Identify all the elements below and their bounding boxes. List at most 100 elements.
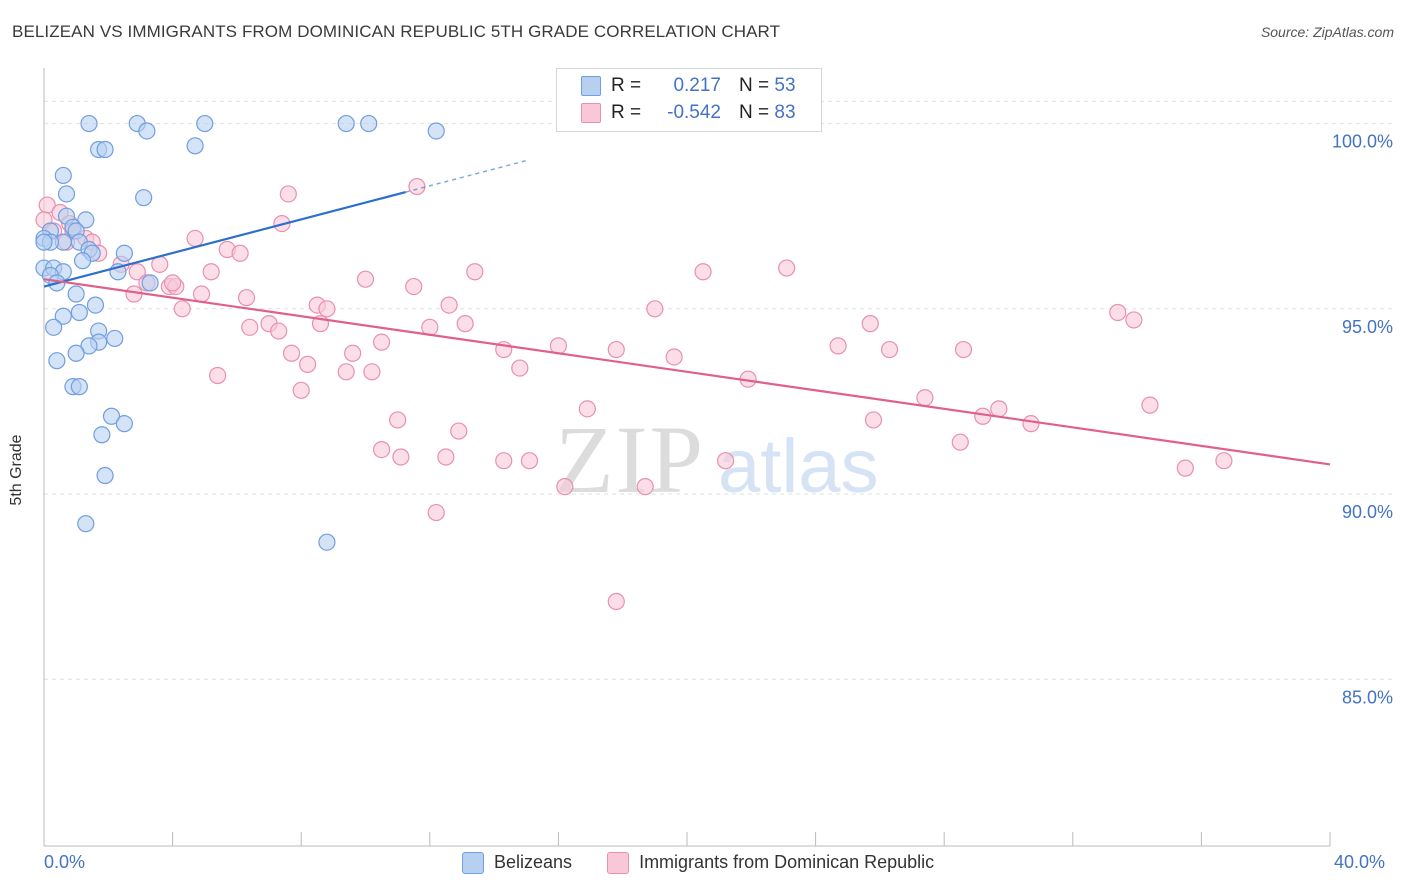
- immigrants-point: [372, 440, 391, 459]
- immigrants-point: [694, 263, 712, 281]
- belizeans-point: [80, 114, 98, 133]
- immigrants-point: [495, 452, 513, 470]
- immigrants-point: [951, 433, 969, 451]
- belizeans-point: [86, 296, 105, 314]
- immigrants-point: [363, 363, 381, 381]
- belizeans-point: [67, 285, 85, 303]
- x-tick-label-max: 40.0%: [1334, 852, 1386, 872]
- immigrants-point: [282, 344, 301, 362]
- belizeans-point: [186, 137, 204, 155]
- immigrants-point: [389, 411, 407, 429]
- watermark-atlas: atlas: [718, 424, 879, 509]
- immigrants-point: [665, 348, 683, 366]
- legend-n-value: 53: [774, 75, 796, 96]
- watermark: ZIP atlas: [555, 406, 879, 513]
- belizeans-point: [77, 515, 95, 533]
- legend-r-value: 0.217: [673, 75, 721, 96]
- immigrants-point: [337, 363, 355, 381]
- belizeans-point: [96, 466, 114, 485]
- immigrants-point: [292, 381, 310, 399]
- immigrants-point: [270, 322, 288, 340]
- legend-label-immigrants: Immigrants from Dominican Republic: [639, 852, 935, 873]
- immigrants-point: [954, 340, 973, 359]
- immigrants-point: [450, 422, 468, 440]
- belizeans-point: [45, 318, 63, 336]
- immigrants-point: [829, 337, 847, 355]
- grid-layer: [44, 100, 1394, 680]
- immigrants-point: [636, 478, 654, 496]
- chart-title: BELIZEAN VS IMMIGRANTS FROM DOMINICAN RE…: [12, 22, 781, 41]
- immigrants-point: [128, 263, 146, 281]
- immigrants-point: [440, 296, 458, 314]
- immigrants-point: [607, 340, 625, 359]
- legend-swatch-blue: [581, 75, 601, 96]
- immigrants-point: [456, 315, 474, 333]
- immigrants-point: [318, 300, 336, 318]
- legend-swatch-blue: [462, 852, 484, 875]
- immigrants-point: [607, 592, 625, 611]
- y-tick-label: 100.0%: [1332, 132, 1393, 152]
- immigrants-point: [578, 400, 596, 418]
- legend-row-belizeans: R = 0.217 N = 53: [581, 75, 796, 99]
- immigrants-point: [344, 344, 362, 362]
- immigrants-point: [778, 259, 796, 277]
- legend-swatch-pink: [607, 852, 630, 875]
- belizeans-point: [337, 114, 355, 133]
- belizeans-point: [196, 114, 214, 133]
- immigrants-point: [241, 318, 259, 336]
- trend-lines: [43, 159, 1331, 466]
- immigrants-point: [237, 289, 256, 307]
- legend-n-value: 83: [774, 102, 796, 123]
- immigrants-point: [186, 229, 204, 248]
- immigrants-point: [372, 333, 391, 351]
- x-tick-layer: [43, 832, 1331, 846]
- legend-r-label: R =: [611, 75, 642, 96]
- belizeans-point: [54, 166, 72, 185]
- immigrants-point: [1109, 303, 1127, 322]
- immigrants-point: [861, 315, 879, 333]
- belizeans-point: [70, 303, 88, 322]
- belizeans-point: [96, 140, 114, 159]
- immigrants-point: [1176, 459, 1194, 477]
- legend-item-immigrants[interactable]: Immigrants from Dominican Republic: [607, 852, 935, 875]
- immigrants-point: [716, 452, 735, 470]
- belizeans-point: [54, 307, 72, 325]
- belizeans-point: [318, 533, 336, 551]
- immigrants-point: [646, 300, 664, 318]
- immigrants-point: [408, 177, 426, 196]
- immigrants-point: [864, 411, 883, 429]
- belizeans-point: [67, 344, 85, 362]
- belizeans-point: [80, 337, 98, 355]
- belizeans-point: [138, 122, 156, 140]
- y-axis-label: 5th Grade: [8, 434, 25, 506]
- belizeans-point: [135, 189, 153, 207]
- immigrants-point: [164, 274, 182, 292]
- immigrants-point: [437, 448, 455, 466]
- belizeans-point: [141, 274, 159, 292]
- belizeans-point: [35, 233, 53, 251]
- legend-row-immigrants: R = -0.542 N = 83: [581, 102, 796, 126]
- immigrants-point: [1141, 396, 1159, 414]
- immigrants-point: [1125, 311, 1143, 329]
- belizeans-point: [70, 378, 88, 396]
- watermark-zip: ZIP: [555, 406, 705, 513]
- immigrants-point: [990, 400, 1008, 418]
- belizeans-point: [427, 122, 445, 140]
- immigrants-point: [520, 452, 539, 470]
- immigrants-point: [173, 300, 191, 318]
- immigrants-points: [35, 177, 1233, 611]
- immigrants-point: [405, 277, 423, 296]
- belizeans-point: [360, 114, 378, 133]
- immigrants-point: [1022, 415, 1040, 433]
- immigrants-point: [299, 355, 317, 373]
- immigrants-trend-line: [43, 278, 1331, 466]
- immigrants-point: [231, 244, 249, 262]
- immigrants-point: [192, 285, 211, 303]
- belizeans-point: [48, 352, 66, 370]
- belizeans-point: [73, 252, 92, 270]
- belizeans-point: [77, 211, 95, 229]
- legend-item-belizeans[interactable]: Belizeans: [462, 852, 572, 875]
- immigrants-point: [1215, 452, 1233, 470]
- immigrants-point: [356, 270, 375, 288]
